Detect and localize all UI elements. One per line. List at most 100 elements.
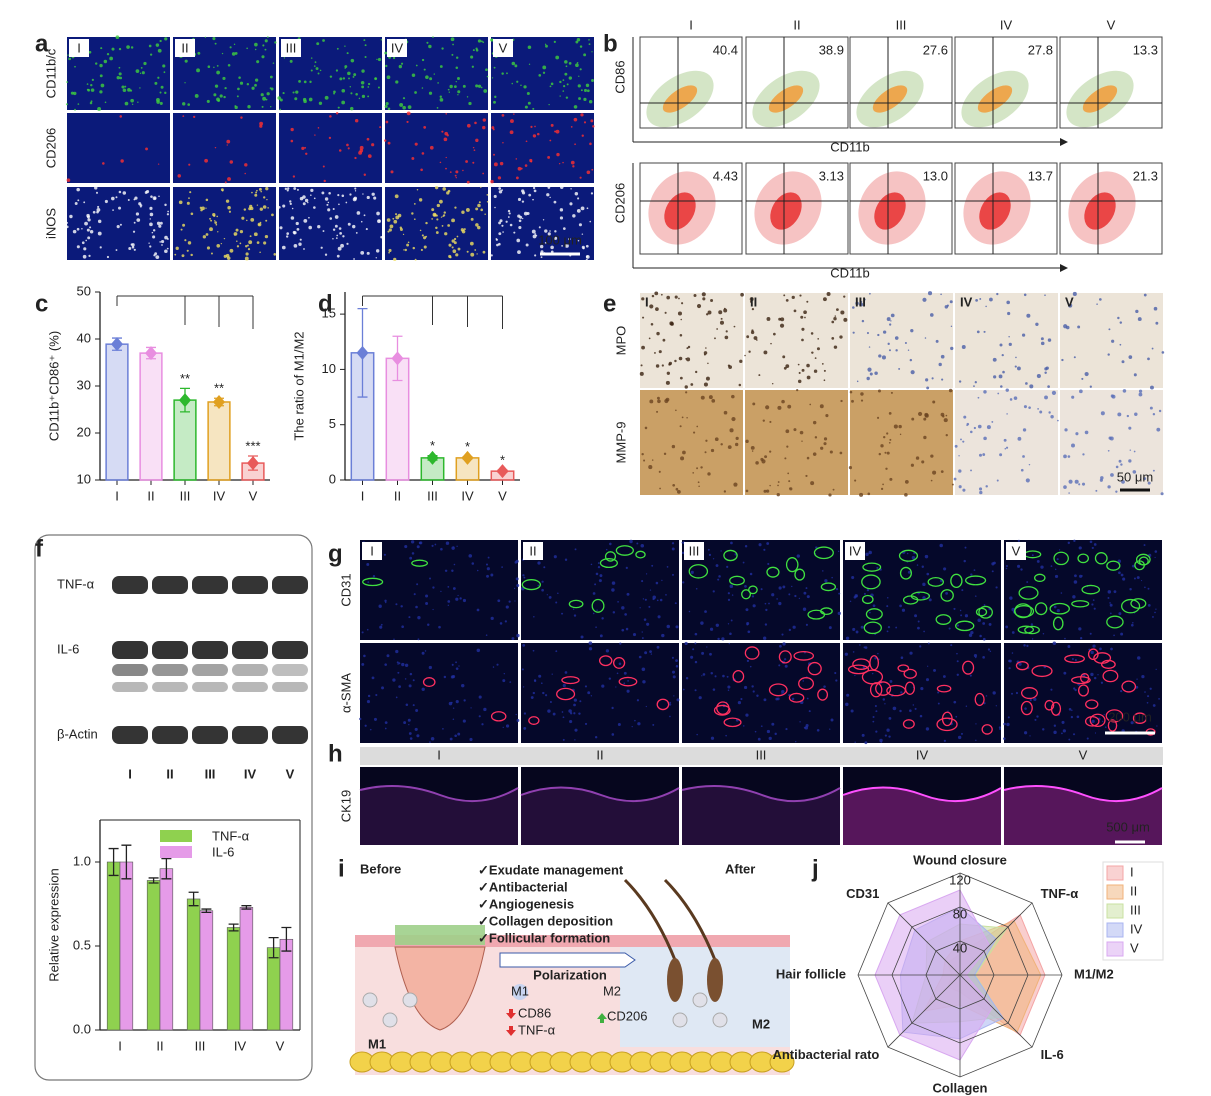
texture-dot bbox=[883, 435, 886, 439]
texture-dot bbox=[1133, 450, 1136, 453]
texture-dot bbox=[859, 302, 864, 307]
vessel bbox=[975, 607, 988, 617]
texture-dot bbox=[588, 43, 591, 46]
texture-dot bbox=[1117, 316, 1120, 320]
texture-dot bbox=[702, 297, 706, 301]
texture-dot bbox=[777, 484, 779, 487]
texture-dot bbox=[886, 432, 889, 435]
texture-dot bbox=[591, 168, 594, 171]
texture-dot bbox=[95, 191, 99, 194]
texture-dot bbox=[855, 301, 859, 306]
texture-dot bbox=[285, 235, 289, 238]
texture-dot bbox=[966, 422, 970, 426]
column-label: I bbox=[645, 294, 649, 309]
texture-dot bbox=[983, 436, 987, 441]
macrophage bbox=[402, 992, 418, 1008]
texture-dot bbox=[767, 562, 770, 566]
texture-dot bbox=[399, 102, 404, 107]
texture-dot bbox=[548, 103, 550, 106]
texture-dot bbox=[236, 95, 239, 98]
x-tick-label: I bbox=[115, 488, 119, 503]
texture-dot bbox=[498, 221, 501, 225]
texture-dot bbox=[586, 89, 590, 93]
texture-dot bbox=[907, 349, 910, 351]
texture-dot bbox=[115, 249, 118, 251]
texture-dot bbox=[286, 189, 289, 192]
texture-dot bbox=[495, 238, 498, 240]
vessel bbox=[561, 676, 580, 685]
texture-dot bbox=[104, 199, 108, 204]
texture-dot bbox=[322, 230, 325, 233]
texture-dot bbox=[308, 216, 310, 219]
texture-dot bbox=[227, 63, 231, 67]
texture-dot bbox=[402, 233, 405, 236]
benefit-item: ✓Exudate management bbox=[478, 862, 624, 877]
y-axis-label: Relative expression bbox=[46, 868, 61, 981]
texture-dot bbox=[1040, 565, 1044, 569]
texture-dot bbox=[414, 91, 417, 94]
texture-dot bbox=[737, 701, 742, 705]
texture-dot bbox=[149, 206, 153, 210]
texture-dot bbox=[898, 424, 902, 429]
texture-dot bbox=[886, 317, 891, 322]
vessel bbox=[974, 692, 985, 707]
vessel bbox=[768, 683, 788, 697]
vessel bbox=[1071, 600, 1090, 608]
texture-dot bbox=[783, 366, 787, 370]
texture-dot bbox=[532, 649, 535, 652]
texture-dot bbox=[412, 679, 415, 682]
texture-dot bbox=[919, 714, 923, 718]
vessel bbox=[785, 557, 799, 573]
benefit-item: ✓Angiogenesis bbox=[478, 896, 574, 911]
texture-dot bbox=[1050, 688, 1053, 691]
texture-dot bbox=[723, 308, 728, 313]
axis-arrow bbox=[1060, 264, 1068, 272]
texture-dot bbox=[205, 233, 209, 236]
texture-dot bbox=[1089, 385, 1092, 388]
texture-dot bbox=[128, 246, 132, 250]
texture-dot bbox=[462, 719, 466, 723]
radar-axis-label: Antibacterial rato bbox=[772, 1047, 879, 1062]
vessel bbox=[1020, 700, 1033, 716]
texture-dot bbox=[1063, 454, 1067, 459]
texture-dot bbox=[283, 57, 286, 59]
texture-dot bbox=[658, 350, 662, 354]
texture-dot bbox=[213, 214, 216, 217]
texture-dot bbox=[690, 383, 694, 386]
texture-dot bbox=[665, 397, 670, 402]
texture-dot bbox=[764, 455, 768, 459]
texture-dot bbox=[523, 576, 526, 579]
texture-dot bbox=[867, 367, 872, 372]
panel-label: c bbox=[35, 290, 48, 317]
texture-dot bbox=[627, 679, 629, 682]
texture-dot bbox=[244, 172, 246, 175]
texture-dot bbox=[1009, 398, 1013, 401]
texture-dot bbox=[65, 103, 69, 106]
macrophage bbox=[362, 992, 378, 1008]
texture-dot bbox=[1137, 656, 1141, 660]
texture-dot bbox=[361, 662, 365, 666]
texture-dot bbox=[83, 247, 87, 251]
texture-dot bbox=[374, 77, 378, 81]
texture-dot bbox=[914, 614, 918, 618]
texture-dot bbox=[154, 81, 158, 85]
texture-dot bbox=[1129, 587, 1132, 591]
texture-dot bbox=[150, 195, 153, 198]
texture-dot bbox=[1075, 432, 1079, 436]
texture-dot bbox=[925, 378, 929, 382]
texture-dot bbox=[977, 396, 980, 399]
texture-dot bbox=[1131, 623, 1134, 627]
texture-dot bbox=[1002, 370, 1005, 374]
texture-dot bbox=[923, 435, 927, 440]
blot-label: β-Actin bbox=[57, 726, 98, 741]
texture-dot bbox=[378, 604, 382, 608]
texture-dot bbox=[682, 688, 685, 691]
vessel bbox=[598, 655, 613, 667]
texture-dot bbox=[437, 82, 439, 84]
texture-dot bbox=[595, 626, 597, 628]
vessel bbox=[748, 585, 758, 595]
texture-dot bbox=[825, 414, 829, 418]
vessel bbox=[1121, 598, 1141, 614]
texture-dot bbox=[576, 37, 581, 42]
micrograph bbox=[385, 113, 488, 183]
